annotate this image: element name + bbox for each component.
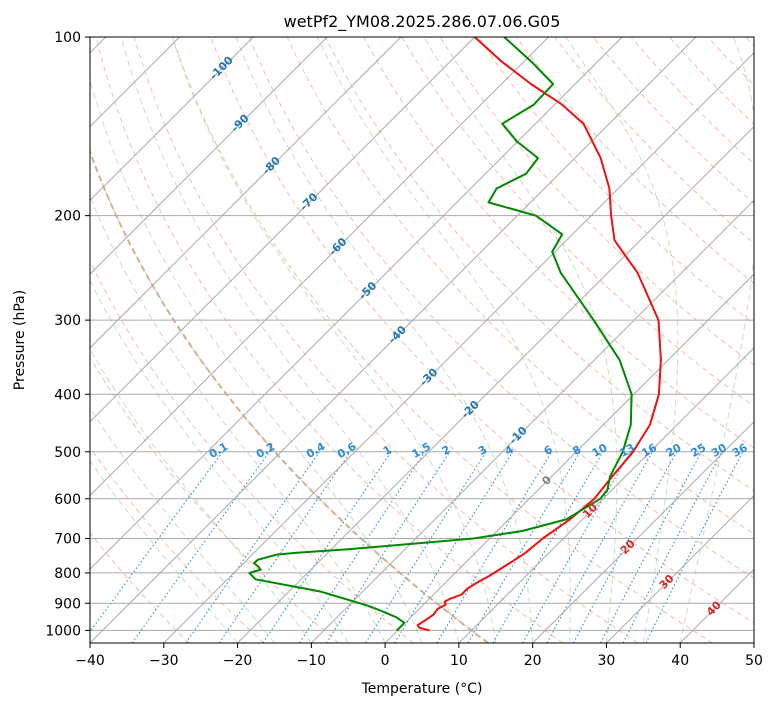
y-tick-label: 1000 [45, 623, 81, 639]
y-tick-label: 700 [54, 532, 81, 548]
isotherm-line [458, 347, 754, 643]
plot-frame [89, 36, 755, 644]
x-tick-label: 40 [671, 653, 689, 669]
isotherm-line [90, 37, 476, 423]
mixing-ratio-line [573, 451, 678, 643]
y-tick-label: 600 [54, 492, 81, 508]
mixing-ratio-line [436, 451, 553, 643]
isotherm-line [90, 37, 402, 349]
y-axis-label: Pressure (hPa) [12, 290, 28, 390]
isotherm-line [90, 37, 623, 570]
isotherm-line [384, 273, 754, 643]
mixing-ratio-line [600, 451, 702, 643]
isotherm-line [606, 494, 754, 643]
isotherm-line [237, 125, 754, 643]
moist-adiabat-line [679, 37, 754, 643]
isotherm-line [90, 37, 328, 275]
mixing-ratio-line [365, 451, 487, 643]
dry-adiabat-line [133, 37, 639, 643]
moist-adiabat-line [171, 37, 497, 643]
x-tick-label: −30 [149, 653, 179, 669]
isotherm-line [90, 37, 697, 643]
x-tick-label: −10 [297, 653, 327, 669]
mixing-ratio-line [90, 451, 224, 633]
dry-adiabats [90, 37, 754, 643]
mixing-ratio-line [218, 451, 351, 643]
y-tick-label: 200 [54, 209, 81, 225]
mixing-ratio-line [546, 451, 653, 643]
dry-adiabat-line [90, 150, 489, 643]
x-axis-label: Temperature (°C) [361, 681, 483, 697]
isotherm-line [310, 199, 754, 643]
mixing-ratio-line [325, 451, 451, 643]
mixing-ratio-lines [90, 451, 744, 643]
sounding-series [248, 37, 662, 632]
dry-adiabat-line [95, 37, 564, 643]
isobar-gridlines [90, 37, 754, 631]
dewpoint-line [248, 37, 633, 632]
dry-adiabat-line [516, 37, 754, 285]
dry-adiabat-line [401, 37, 754, 408]
dry-adiabat-line [210, 37, 754, 624]
x-axis-ticks: −40 −30 −20 −10 0 10 20 30 40 50 [75, 643, 763, 669]
y-tick-label: 400 [54, 387, 81, 403]
x-tick-label: −20 [223, 653, 253, 669]
x-tick-label: 20 [524, 653, 542, 669]
moist-adiabat-line [316, 37, 571, 643]
isotherm-line [90, 37, 549, 497]
x-tick-label: 0 [381, 653, 390, 669]
isotherm-line [532, 420, 754, 643]
y-tick-label: 500 [54, 445, 81, 461]
dry-adiabat-line [248, 37, 754, 579]
y-tick-label: 900 [54, 596, 81, 612]
dry-adiabat-line [90, 531, 190, 643]
isotherm-line [90, 37, 254, 202]
mixing-ratio-line [645, 451, 744, 643]
x-tick-label: 10 [450, 653, 468, 669]
moist-adiabat-line [235, 37, 534, 643]
x-tick-label: 50 [745, 653, 763, 669]
mixing-ratio-line [131, 451, 271, 643]
chart-title: wetPf2_YM08.2025.286.07.06.G05 [284, 12, 561, 32]
moist-adiabat-line [565, 37, 679, 643]
y-tick-label: 300 [54, 313, 81, 329]
dry-adiabat-line [172, 37, 713, 643]
x-tick-label: −40 [75, 653, 105, 669]
moist-adiabat-line [423, 37, 618, 643]
x-tick-label: 30 [598, 653, 616, 669]
y-tick-label: 800 [54, 566, 81, 582]
moist-adiabat-line [90, 407, 275, 643]
dry-adiabat-line [363, 37, 754, 449]
dry-adiabat-line [90, 356, 339, 643]
y-axis-ticks: 1000 900 800 700 600 500 400 300 200 100 [45, 30, 90, 639]
moist-adiabat-line [90, 459, 238, 643]
mixing-ratio-line [522, 451, 631, 643]
moist-adiabat-line [90, 78, 423, 643]
y-tick-label: 100 [54, 30, 81, 46]
moist-adiabat-line [90, 195, 386, 643]
mixing-ratio-line [299, 451, 426, 643]
isotherm-line [163, 52, 754, 643]
isotherm-gridlines [90, 37, 754, 643]
mixing-ratio-line [262, 451, 392, 643]
mixing-ratio-line [185, 451, 321, 643]
